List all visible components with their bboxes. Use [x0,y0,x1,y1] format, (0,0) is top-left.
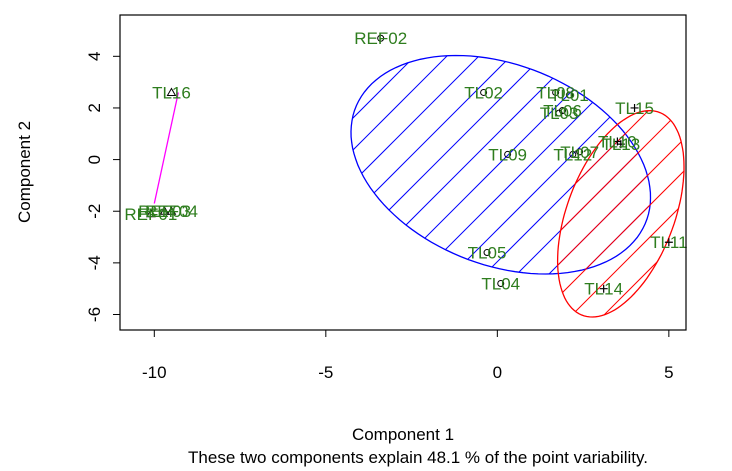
point-label: TL11 [650,233,688,252]
point-label: REF01 [124,205,177,224]
data-point [497,280,505,288]
y-tick-label: 0 [85,155,104,164]
y-tick-label: -2 [85,204,104,219]
point-label: TL13 [601,135,640,154]
point-label: TL08 [536,83,575,102]
data-point [166,206,177,215]
x-tick-label: 0 [493,363,502,382]
y-tick-label: 4 [85,52,104,61]
data-point [664,238,673,247]
point-label: TL14 [584,280,623,299]
data-point [159,206,170,215]
point-label: TL10 [598,133,637,152]
point-label: TL03 [540,104,579,123]
chart-subtitle: These two components explain 48.1 % of t… [188,448,648,467]
y-tick-label: 2 [85,103,104,112]
data-point [616,140,625,149]
x-tick-label: -10 [142,363,167,382]
data-point [565,91,573,99]
point-label: TL09 [488,145,527,164]
data-point [630,103,639,112]
x-tick-label: -5 [318,363,333,382]
point-label: REF03 [138,202,191,221]
data-point [552,88,560,96]
point-label: TL15 [615,99,654,118]
x-tick-label: 5 [664,363,673,382]
data-point [483,249,491,257]
data-point [480,88,488,96]
data-point [569,150,577,158]
cluster-3-segment [153,92,179,204]
data-point [377,34,385,42]
data-point [504,150,512,158]
point-label: TL02 [464,83,503,102]
cluster-1-ellipse [350,54,652,275]
point-label: TL01 [550,86,589,105]
y-tick-label: -4 [85,255,104,270]
y-axis-title: Component 2 [15,121,34,223]
plot-frame [119,14,687,331]
point-label: REF04 [145,202,198,221]
point-label: TL06 [543,102,582,121]
data-point [555,109,563,117]
y-tick-label: -6 [85,307,104,322]
point-label: REF02 [354,29,407,48]
point-label: TL05 [468,244,507,263]
data-point [166,87,177,96]
point-label: TL07 [560,143,599,162]
data-point [146,208,156,218]
point-label: TL04 [481,275,520,294]
cluster-2-ellipse [556,109,685,318]
point-label: TL16 [152,83,191,102]
data-point [599,284,608,293]
x-axis-title: Component 1 [352,425,454,444]
point-label: TL12 [553,145,592,164]
data-point [576,148,584,156]
